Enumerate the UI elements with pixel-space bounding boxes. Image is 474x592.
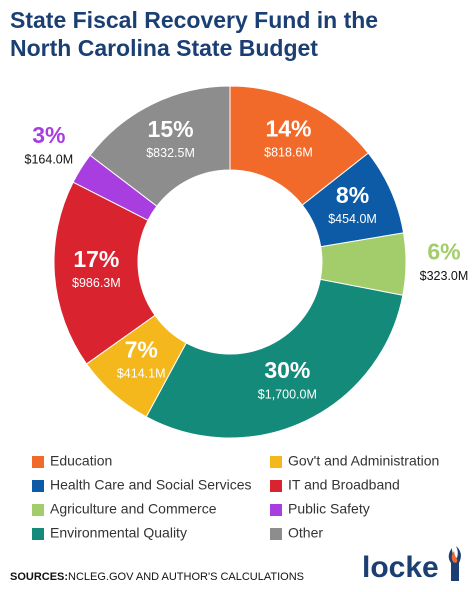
value-label: $1,700.0M — [258, 387, 317, 401]
percent-label: 17% — [73, 246, 119, 272]
value-label: $986.3M — [72, 276, 121, 290]
legend-swatch — [32, 528, 44, 540]
percent-label: 3% — [32, 122, 65, 148]
percent-label: 8% — [336, 182, 369, 208]
legend-label: Gov't and Administration — [288, 453, 439, 469]
donut-slice — [145, 278, 404, 439]
legend-swatch — [270, 528, 282, 540]
legend-swatch — [270, 504, 282, 516]
legend-label: Other — [288, 525, 323, 541]
donut-slice — [53, 181, 156, 365]
legend-swatch — [32, 504, 44, 516]
logo: locke — [362, 551, 439, 584]
percent-label: 14% — [265, 116, 311, 142]
legend-label: Environmental Quality — [50, 525, 187, 541]
donut-slice — [89, 85, 231, 207]
value-label: $832.5M — [146, 146, 195, 160]
value-label: $454.0M — [328, 212, 377, 226]
logo-icon — [448, 546, 461, 581]
legend-label: Agriculture and Commerce — [50, 501, 217, 517]
source: NCLEG.GOV AND AUTHOR'S CALCULATIONS — [68, 571, 304, 583]
percent-label: 7% — [125, 336, 158, 362]
value-label: $323.0M — [420, 269, 469, 283]
logo-flame — [451, 551, 458, 563]
percent-label: 15% — [148, 116, 194, 142]
source-label: SOURCES: — [10, 571, 68, 583]
legend-swatch — [32, 480, 44, 492]
percent-label: 6% — [427, 239, 460, 265]
value-label: $164.0M — [25, 152, 74, 166]
legend-label: Public Safety — [288, 501, 370, 517]
value-label: $414.1M — [117, 367, 166, 381]
value-label: $818.6M — [264, 146, 313, 160]
legend-label: Education — [50, 453, 112, 469]
legend-swatch — [32, 456, 44, 468]
chart-title: State Fiscal Recovery Fund in the — [10, 7, 378, 33]
chart-title: North Carolina State Budget — [10, 35, 318, 61]
legend-swatch — [270, 480, 282, 492]
legend-swatch — [270, 456, 282, 468]
legend-label: IT and Broadband — [288, 477, 400, 493]
percent-label: 30% — [264, 357, 310, 383]
legend-label: Health Care and Social Services — [50, 477, 252, 493]
